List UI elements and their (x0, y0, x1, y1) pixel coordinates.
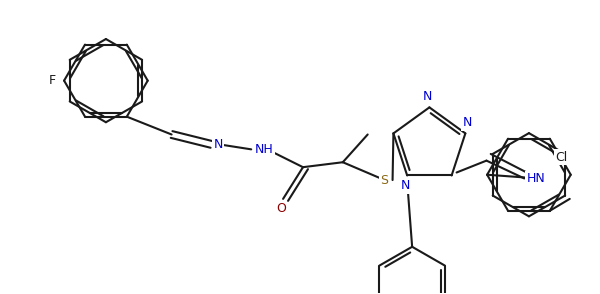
Text: N: N (423, 91, 432, 103)
Text: N: N (214, 138, 223, 151)
Text: NH: NH (255, 143, 274, 156)
Text: S: S (380, 173, 389, 187)
Text: F: F (49, 74, 56, 87)
Text: Cl: Cl (555, 151, 567, 163)
Text: N: N (400, 179, 410, 193)
Text: N: N (463, 116, 472, 129)
Text: O: O (276, 202, 286, 215)
Text: HN: HN (526, 172, 545, 185)
